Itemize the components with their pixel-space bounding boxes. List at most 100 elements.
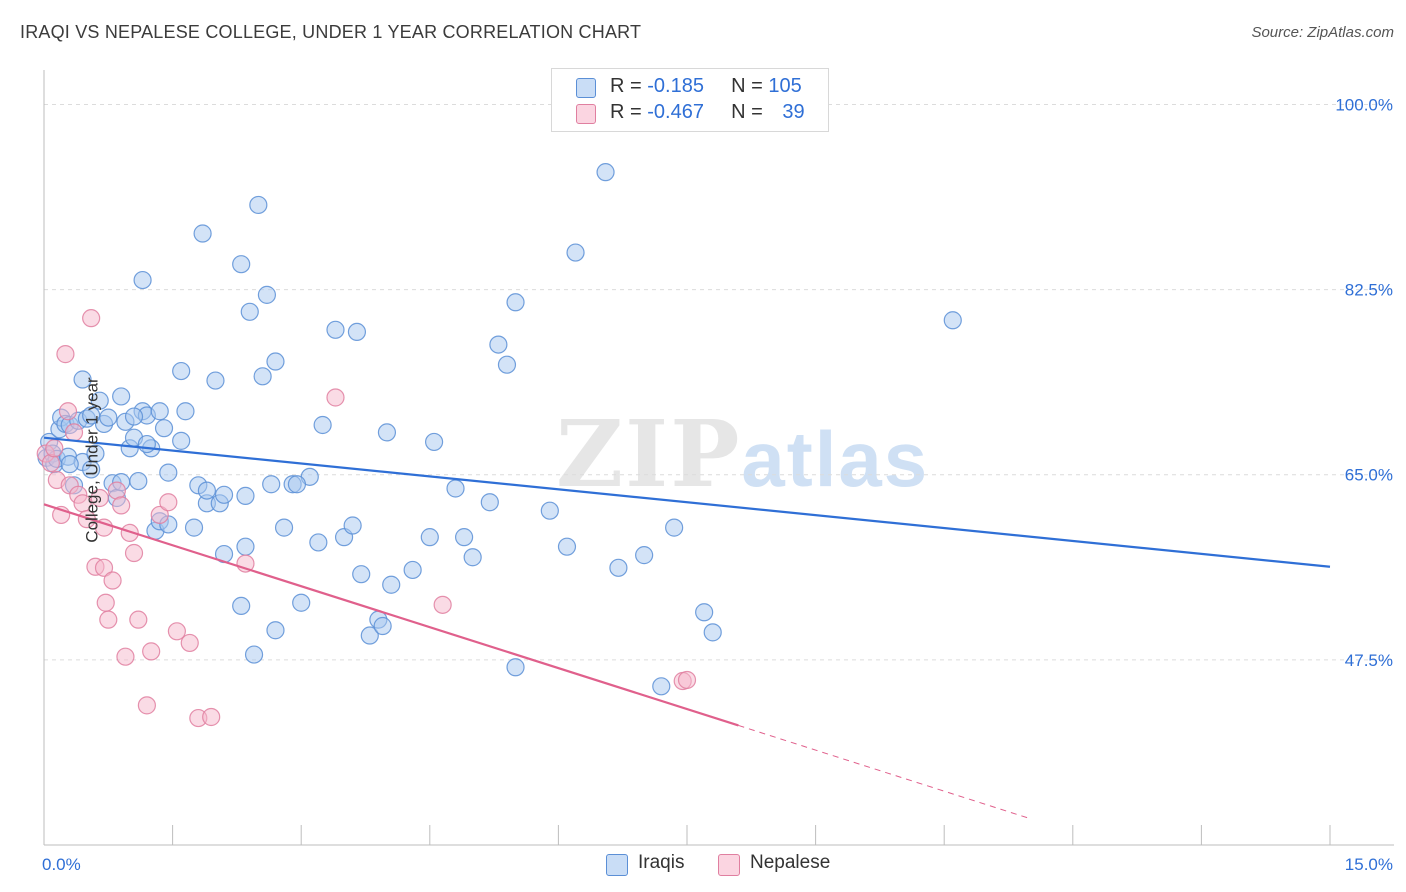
- legend-label-iraqis: Iraqis: [638, 852, 685, 873]
- iraqis-point: [652, 677, 671, 696]
- trendline-nepalese: [43, 503, 739, 727]
- watermark-zip: ZIP: [556, 400, 742, 508]
- iraqis-point: [214, 485, 234, 504]
- iraqis-point: [86, 444, 105, 463]
- iraqis-point: [313, 415, 332, 435]
- iraqis-point: [129, 471, 148, 491]
- iraqis-point: [480, 493, 499, 512]
- iraqis-point: [506, 293, 525, 312]
- iraqis-point: [206, 371, 225, 390]
- iraqis-point: [489, 335, 508, 354]
- iraqis-point: [262, 475, 281, 494]
- legend-r-value-iraqis: -0.185: [647, 75, 704, 97]
- iraqis-point: [232, 255, 251, 274]
- series-nepalese: [36, 309, 697, 728]
- nepalese-point: [120, 523, 139, 543]
- nepalese-point: [56, 345, 75, 364]
- y-tick-label: 65.0%: [1345, 466, 1393, 485]
- iraqis-point: [382, 575, 401, 594]
- iraqis-point: [420, 528, 439, 547]
- source-label: Source: ZipAtlas.com: [1251, 24, 1394, 41]
- nepalese-point: [167, 622, 186, 641]
- iraqis-point: [292, 593, 311, 612]
- nepalese-point: [77, 510, 96, 529]
- iraqis-point: [184, 518, 204, 537]
- legend-label-nepalese: Nepalese: [750, 852, 831, 873]
- watermark-atlas: atlas: [741, 415, 930, 503]
- iraqis-point: [424, 432, 444, 452]
- iraqis-point: [309, 533, 328, 552]
- nepalese-point: [94, 558, 114, 577]
- iraqis-point: [90, 391, 109, 410]
- iraqis-point: [609, 558, 628, 577]
- nepalese-point: [150, 505, 169, 525]
- iraqis-point: [236, 537, 255, 556]
- iraqis-point: [112, 387, 131, 406]
- nepalese-point: [112, 496, 131, 515]
- nepalese-point: [82, 309, 101, 328]
- grid-lines: [44, 103, 1394, 661]
- iraqis-point: [137, 434, 156, 454]
- nepalese-point: [124, 543, 144, 563]
- iraqis-point: [463, 548, 482, 567]
- iraqis-point: [326, 320, 345, 339]
- nepalese-point: [64, 423, 84, 442]
- iraqis-point: [172, 361, 191, 381]
- nepalese-point: [116, 647, 135, 666]
- legend-r-label: R =: [610, 101, 642, 123]
- iraqis-point: [596, 163, 615, 182]
- nepalese-point: [58, 402, 78, 421]
- nepalese-point: [677, 670, 697, 690]
- nepalese-point: [41, 453, 60, 473]
- nepalese-point: [94, 518, 114, 537]
- iraqis-point: [403, 560, 422, 580]
- correlation-legend: R = -0.185 N = 105 R = -0.467 N = 39: [551, 68, 829, 132]
- nepalese-point: [96, 593, 115, 612]
- chart-title: IRAQI VS NEPALESE COLLEGE, UNDER 1 YEAR …: [20, 22, 642, 42]
- iraqis-point: [60, 455, 79, 474]
- x-tick-label: 0.0%: [42, 855, 81, 874]
- x-tick-label: 15.0%: [1345, 855, 1393, 874]
- iraqis-point: [557, 537, 577, 556]
- iraqis-point: [347, 322, 367, 342]
- iraqis-point: [446, 479, 465, 498]
- iraqis-point: [360, 626, 379, 645]
- nepalese-point: [90, 488, 109, 508]
- iraqis-point: [150, 402, 169, 421]
- nepalese-point: [129, 610, 148, 629]
- iraqis-point: [635, 546, 654, 565]
- nepalese-point: [137, 696, 156, 715]
- y-tick-label: 47.5%: [1345, 651, 1393, 670]
- iraqis-point: [124, 407, 144, 426]
- nepalese-point: [99, 610, 118, 629]
- legend-n-label: N =: [731, 101, 763, 123]
- iraqis-point: [665, 518, 684, 537]
- iraqis-point: [703, 623, 722, 642]
- iraqis-point: [172, 431, 191, 450]
- iraqis-point: [249, 195, 268, 215]
- legend-swatch-nepalese: [718, 854, 740, 876]
- watermark: ZIPatlas: [556, 400, 929, 508]
- iraqis-point: [236, 486, 255, 505]
- legend-n-value-iraqis: 105: [768, 75, 802, 97]
- nepalese-point: [433, 595, 452, 614]
- legend-n-value-nepalese: 39: [782, 101, 805, 123]
- iraqis-point: [497, 355, 517, 374]
- tick-labels: 100.0% 82.5% 65.0% 47.5% 0.0% 15.0%: [42, 95, 1393, 874]
- iraqis-point: [193, 224, 212, 243]
- iraqis-point: [133, 270, 152, 290]
- trendline-iraqis: [43, 436, 1331, 568]
- trendlines: [43, 436, 1331, 820]
- legend-swatch-iraqis: [606, 854, 628, 876]
- trendline-nepalese-extension: [738, 724, 1031, 820]
- iraqis-point: [154, 419, 174, 438]
- legend-n-label: N =: [731, 75, 763, 97]
- iraqis-point: [159, 463, 178, 482]
- iraqis-point: [343, 516, 362, 535]
- y-tick-label: 100.0%: [1335, 95, 1393, 114]
- iraqis-point: [695, 603, 714, 622]
- iraqis-point: [73, 370, 92, 389]
- nepalese-point: [202, 707, 221, 727]
- nepalese-point: [159, 493, 178, 512]
- iraqis-point: [540, 501, 559, 520]
